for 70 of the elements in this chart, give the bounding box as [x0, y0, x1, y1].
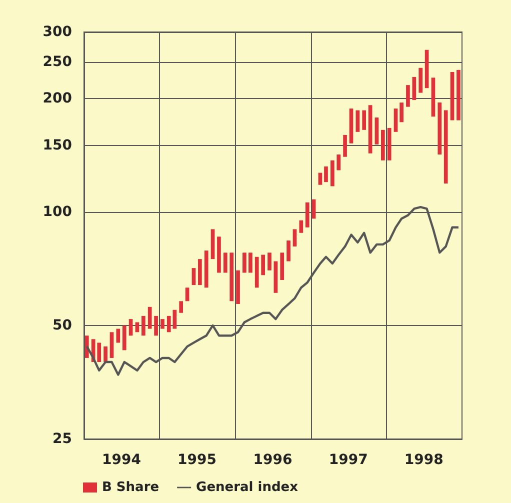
bar	[318, 172, 322, 185]
bar	[210, 229, 215, 260]
bar	[135, 322, 140, 332]
bar	[116, 328, 120, 343]
bar	[299, 220, 304, 233]
bar	[424, 50, 429, 88]
bar	[185, 288, 190, 302]
bar	[450, 72, 454, 120]
y-tick-label: 100	[42, 204, 72, 220]
bar	[230, 252, 234, 302]
bar	[110, 332, 114, 358]
bar	[160, 319, 164, 329]
bar	[286, 240, 290, 262]
x-tick-label: 1994	[102, 452, 142, 468]
bar	[104, 346, 108, 362]
bar	[330, 160, 334, 186]
legend-label: General index	[196, 480, 299, 495]
bar	[242, 252, 246, 273]
bar	[261, 254, 265, 276]
x-tick-label: 1995	[178, 452, 217, 468]
bar	[406, 85, 410, 107]
bar	[217, 236, 221, 273]
bar	[336, 154, 341, 170]
bar	[374, 118, 379, 144]
x-tick-label: 1996	[253, 452, 292, 468]
bar	[198, 259, 202, 286]
bar	[412, 76, 416, 100]
bar	[324, 166, 328, 182]
bar	[192, 268, 196, 286]
x-tick-label: 1997	[328, 452, 368, 468]
bar	[362, 110, 366, 130]
bar	[380, 130, 385, 160]
bar	[254, 256, 259, 288]
bar	[343, 134, 347, 157]
bar	[268, 252, 272, 270]
bar	[223, 252, 228, 273]
bar	[431, 78, 436, 117]
y-tick-label: 50	[52, 317, 72, 334]
bar	[236, 270, 240, 304]
bar	[368, 105, 372, 154]
bar	[305, 202, 310, 228]
bar	[204, 250, 208, 288]
bar	[128, 319, 133, 336]
bar	[394, 108, 398, 132]
bar	[349, 108, 354, 144]
bar	[274, 261, 278, 293]
bar	[456, 70, 460, 120]
bar	[292, 229, 297, 246]
bar	[141, 316, 146, 336]
bar	[438, 102, 442, 155]
y-tick-label: 250	[42, 54, 72, 70]
bar	[418, 68, 423, 93]
bar	[280, 252, 284, 280]
bar	[97, 342, 102, 362]
bar	[312, 199, 316, 219]
bar	[148, 306, 152, 329]
bar	[122, 325, 126, 350]
legend-label: B Share	[102, 480, 160, 495]
y-tick-label: 300	[42, 24, 72, 40]
y-tick-label: 25	[52, 431, 72, 447]
bar	[387, 128, 392, 160]
x-tick-label: 1998	[404, 452, 444, 468]
bar	[444, 110, 448, 184]
bar	[248, 252, 252, 273]
bar	[154, 316, 158, 336]
y-tick-label: 200	[42, 90, 72, 106]
bar	[356, 110, 360, 132]
bar	[400, 102, 404, 122]
y-tick-label: 150	[42, 138, 72, 154]
bar	[179, 301, 184, 313]
